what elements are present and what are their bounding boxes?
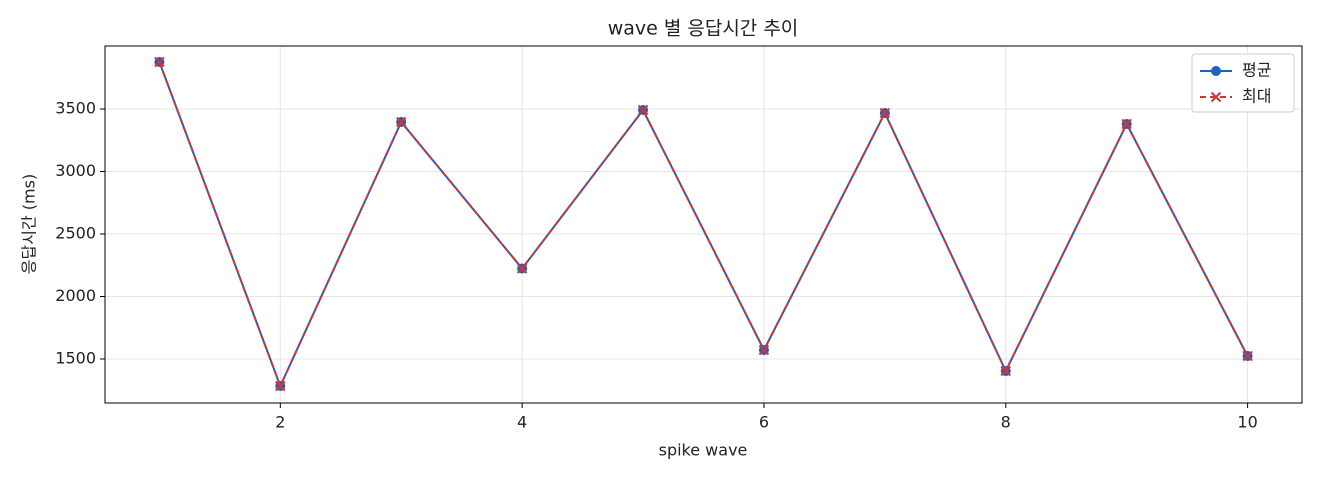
legend-label: 평균 <box>1242 61 1271 80</box>
y-tick-label: 3000 <box>55 161 96 180</box>
legend-marker <box>1211 66 1221 76</box>
x-tick-label: 2 <box>275 413 285 432</box>
marker <box>516 263 528 274</box>
legend-label: 최대 <box>1242 87 1271 106</box>
legend-marker <box>1210 91 1222 103</box>
marker <box>1000 365 1011 377</box>
chart-title: wave 별 응답시간 추이 <box>608 18 799 40</box>
x-axis-label: spike wave <box>659 441 748 460</box>
marker <box>1242 350 1253 362</box>
y-tick-label: 2500 <box>55 224 96 243</box>
plot-frame <box>104 45 1303 404</box>
x-tick-label: 8 <box>1001 413 1011 432</box>
x-tick-label: 6 <box>759 413 769 432</box>
marker <box>1121 118 1132 130</box>
y-axis-label: 응답시간 (ms) <box>20 174 39 274</box>
marker <box>758 344 770 356</box>
y-tick-label: 2000 <box>55 286 96 305</box>
marker <box>396 116 407 128</box>
series-line <box>158 61 1249 389</box>
x-tick-label: 4 <box>517 413 527 432</box>
marker <box>154 56 165 68</box>
marker <box>637 104 649 116</box>
marker <box>275 380 286 392</box>
y-tick-label: 1500 <box>55 349 96 368</box>
y-tick-label: 3500 <box>55 99 96 118</box>
x-tick-label: 10 <box>1237 413 1257 432</box>
marker <box>879 107 891 119</box>
series-line <box>158 61 1249 389</box>
